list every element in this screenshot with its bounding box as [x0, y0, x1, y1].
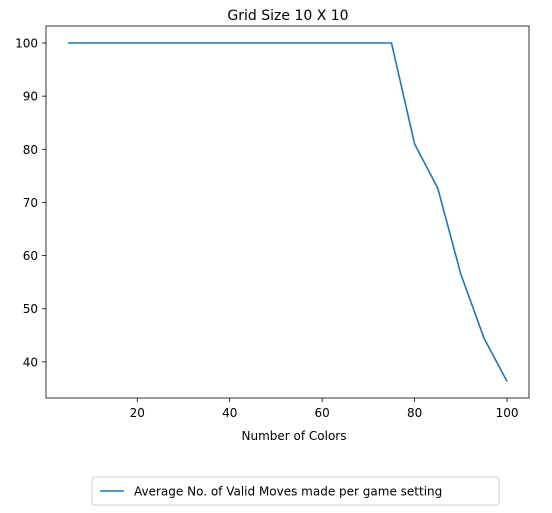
axes-frame [45, 25, 530, 399]
y-axis: 40 50 60 70 80 90 100 [15, 37, 46, 369]
series-line-0 [67, 42, 508, 382]
y-tick-label: 70 [23, 196, 38, 210]
x-tick-label: 60 [315, 406, 330, 420]
legend: Average No. of Valid Moves made per game… [91, 476, 500, 506]
x-tick-label: 100 [496, 406, 519, 420]
x-tick-label: 80 [407, 406, 422, 420]
chart-title: Grid Size 10 X 10 [227, 8, 348, 24]
x-tick-label: 40 [222, 406, 237, 420]
y-tick-label: 40 [23, 355, 38, 369]
y-tick-label: 60 [23, 249, 38, 263]
y-tick-label: 80 [23, 143, 38, 157]
x-tick-label: 20 [130, 406, 145, 420]
y-tick-label: 90 [23, 90, 38, 104]
x-axis: 20 40 60 80 100 [130, 398, 519, 420]
y-tick-label: 50 [23, 302, 38, 316]
legend-frame [91, 476, 500, 506]
plot-area [67, 42, 508, 382]
x-axis-label: Number of Colors [242, 429, 347, 443]
legend-entry-label: Average No. of Valid Moves made per game… [134, 485, 442, 499]
y-tick-label: 100 [15, 37, 38, 51]
